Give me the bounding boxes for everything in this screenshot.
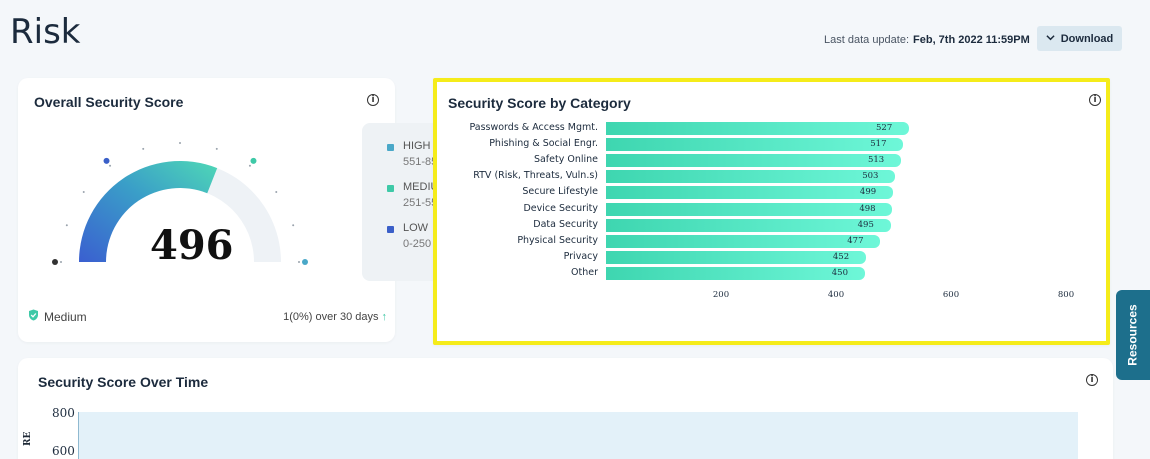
bar-value-label: 477 xyxy=(847,235,864,246)
category-card-title: Security Score by Category xyxy=(448,95,631,111)
category-label: Device Security xyxy=(523,202,598,214)
page-title: Risk xyxy=(10,12,81,52)
category-bar[interactable] xyxy=(606,234,881,248)
score-value: 496 xyxy=(150,222,234,269)
category-label: Secure Lifestyle xyxy=(522,186,598,198)
info-icon[interactable]: i xyxy=(1089,94,1101,106)
status-indicator: Medium xyxy=(28,309,87,324)
bar-value-label: 452 xyxy=(832,251,850,262)
category-score-card: Security Score by Category i Passwords &… xyxy=(433,78,1110,345)
legend-swatch xyxy=(387,144,394,151)
category-bar[interactable] xyxy=(606,170,896,184)
last-update: Last data update: Feb, 7th 2022 11:59PM xyxy=(824,34,1030,46)
gauge-tick xyxy=(298,261,300,263)
gauge-marker xyxy=(52,259,58,265)
shield-check-icon xyxy=(28,309,39,324)
x-tick-label: 600 xyxy=(942,290,960,300)
gauge-tick xyxy=(179,142,181,144)
legend-label: LOW xyxy=(403,222,429,234)
gauge-tick xyxy=(65,224,68,227)
category-label: Privacy xyxy=(563,250,598,262)
gauge-fill xyxy=(79,161,218,262)
legend-range: 0-250 xyxy=(403,238,432,250)
download-button[interactable]: Download xyxy=(1037,26,1122,51)
overtime-card-title: Security Score Over Time xyxy=(38,374,209,390)
last-update-value: Feb, 7th 2022 11:59PM xyxy=(913,34,1030,46)
bar-value-label: 450 xyxy=(831,267,848,278)
gauge-marker xyxy=(250,157,257,164)
category-label: Other xyxy=(571,266,598,278)
score-over-time-card: Security Score Over Time i 800 600 RE xyxy=(18,358,1113,459)
legend-swatch xyxy=(387,185,394,192)
resources-tab[interactable]: Resources xyxy=(1116,290,1150,380)
bar-value-label: 495 xyxy=(857,219,874,230)
info-icon[interactable]: i xyxy=(1086,374,1098,386)
y-tick-label: 800 xyxy=(52,406,75,420)
gauge-tick xyxy=(82,191,85,194)
bar-value-label: 517 xyxy=(870,139,887,150)
gauge-tick xyxy=(215,147,218,150)
category-bar[interactable] xyxy=(606,218,891,232)
plot-area xyxy=(78,412,1078,459)
gauge-tick xyxy=(109,164,112,167)
legend-label: HIGH xyxy=(403,140,431,152)
bar-value-label: 513 xyxy=(867,155,885,166)
legend-swatch xyxy=(387,226,394,233)
gauge-marker xyxy=(302,259,308,265)
category-label: Phishing & Social Engr. xyxy=(489,138,598,150)
bar-value-label: 498 xyxy=(859,203,876,214)
score-gauge xyxy=(52,142,308,265)
trend-text: 1(0%) over 30 days ↑ xyxy=(283,311,387,323)
y-axis-label: RE xyxy=(23,431,33,446)
bar-value-label: 503 xyxy=(862,171,879,182)
category-bar[interactable] xyxy=(606,186,893,200)
category-bar[interactable] xyxy=(606,250,866,264)
overall-score-card: Overall Security Score i 496 Medium 1(0%… xyxy=(18,78,395,342)
info-icon[interactable]: i xyxy=(367,94,379,106)
x-tick-label: 400 xyxy=(827,290,845,300)
y-tick-label: 600 xyxy=(52,444,75,458)
gauge-tick xyxy=(275,191,278,194)
category-bar[interactable] xyxy=(606,122,910,135)
bar-value-label: 499 xyxy=(859,187,877,198)
gauge-tick xyxy=(60,261,62,263)
category-bar[interactable] xyxy=(606,138,904,152)
x-tick-label: 800 xyxy=(1057,290,1075,300)
gauge-tick xyxy=(292,224,295,227)
gauge-marker xyxy=(103,157,110,164)
status-label: Medium xyxy=(44,309,87,324)
arrow-up-icon: ↑ xyxy=(381,311,388,323)
category-label: Safety Online xyxy=(533,154,598,166)
category-bar[interactable] xyxy=(606,154,901,168)
gauge-tick xyxy=(248,164,251,167)
category-label: Data Security xyxy=(533,218,598,230)
last-update-label: Last data update: xyxy=(824,34,910,46)
gauge-tick xyxy=(142,147,145,150)
x-tick-label: 200 xyxy=(712,290,730,300)
download-label: Download xyxy=(1060,32,1114,45)
category-bar[interactable] xyxy=(606,202,893,216)
overall-card-title: Overall Security Score xyxy=(34,94,184,110)
trend-label: 1(0%) over 30 days xyxy=(283,311,379,323)
resources-label: Resources xyxy=(1126,304,1140,366)
chevron-down-icon xyxy=(1046,33,1055,45)
bar-value-label: 527 xyxy=(876,123,893,133)
category-bar[interactable] xyxy=(606,266,865,280)
category-label: Physical Security xyxy=(517,234,598,246)
category-label: RTV (Risk, Threats, Vuln.s) xyxy=(473,170,598,182)
category-label: Passwords & Access Mgmt. xyxy=(469,122,598,133)
